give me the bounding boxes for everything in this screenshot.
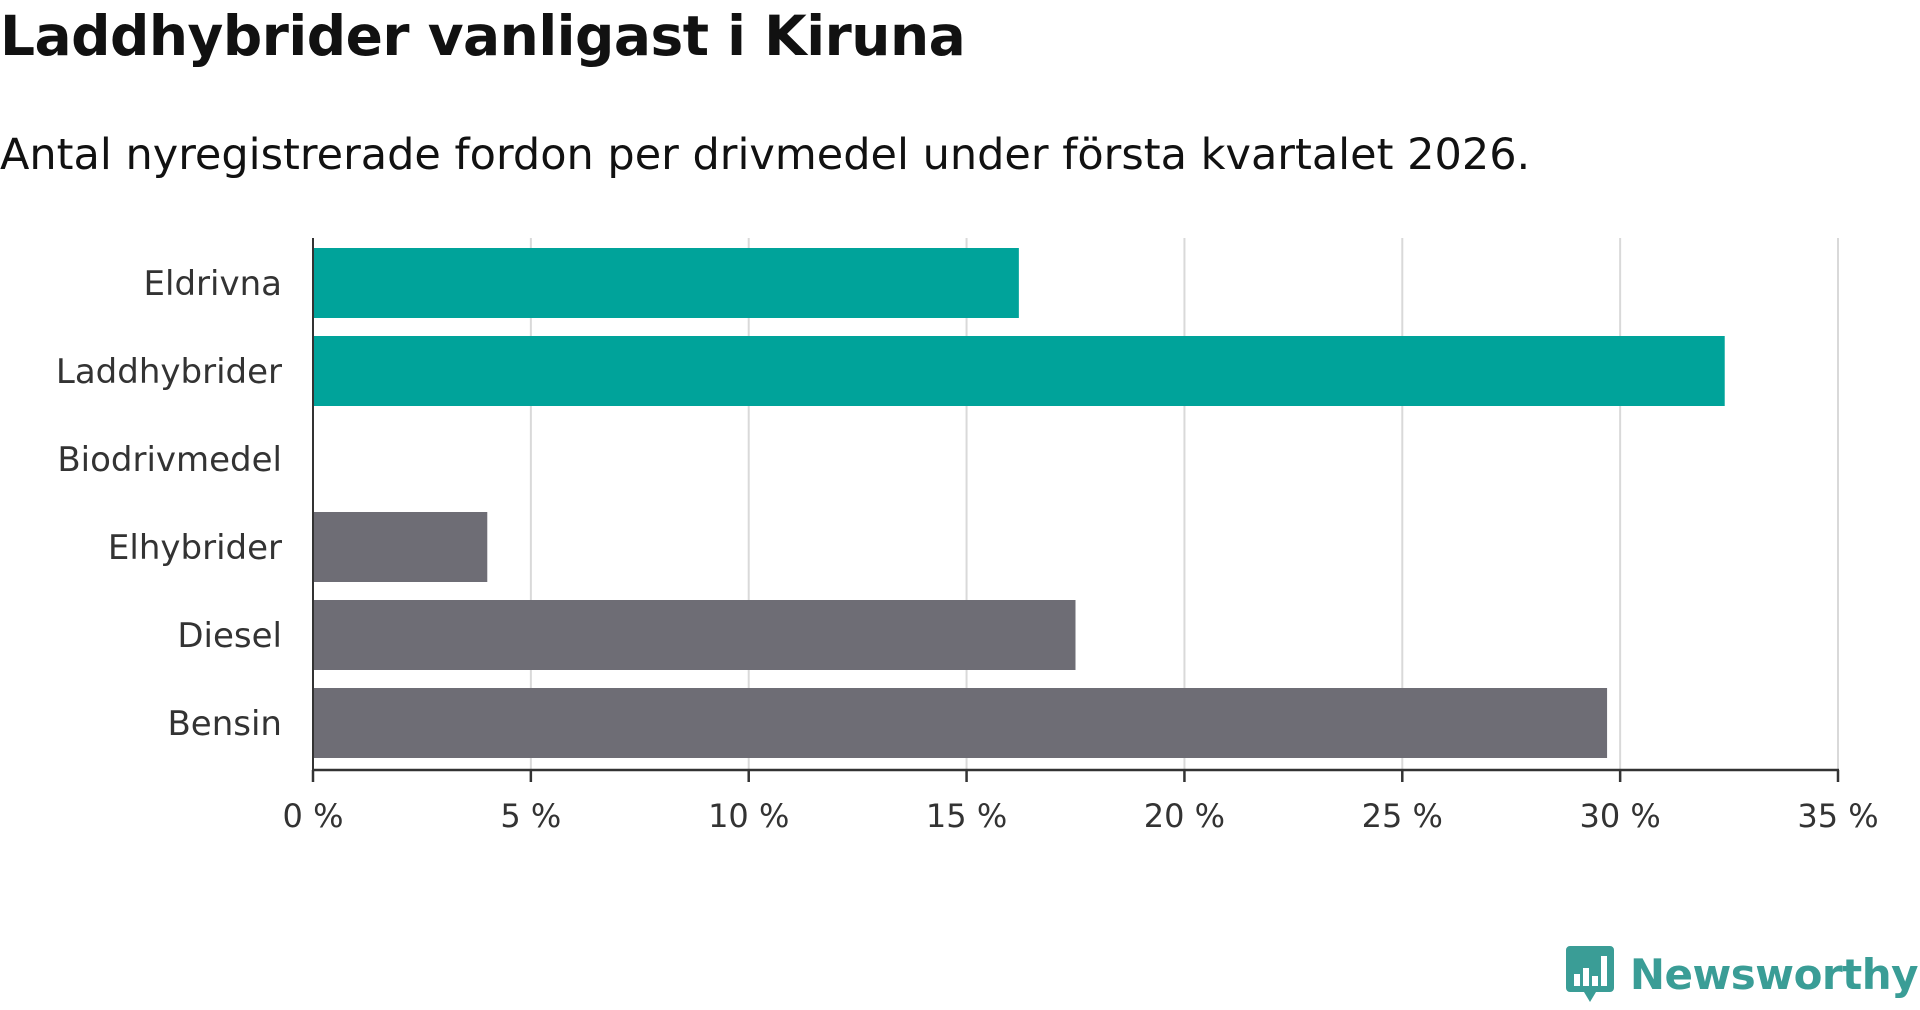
- chart-subtitle: Antal nyregistrerade fordon per drivmede…: [0, 130, 1531, 180]
- bar-chart: Eldrivna Laddhybrider Biodrivmedel Elhybrid…: [56, 238, 1879, 835]
- bar-bensin: [313, 688, 1608, 758]
- bar-diesel: [313, 600, 1076, 670]
- bar-laddhybrider: [313, 336, 1725, 406]
- brand-name: Newsworthy: [1629, 949, 1919, 999]
- chart-title: Laddhybrider vanligast i Kiruna: [0, 4, 966, 68]
- x-tick-label: 25 %: [1362, 797, 1443, 835]
- bar-elhybrider: [313, 512, 488, 582]
- category-label: Diesel: [177, 616, 282, 656]
- x-tick-label: 10 %: [708, 797, 789, 835]
- category-label: Bensin: [167, 704, 282, 744]
- x-tick-label: 35 %: [1797, 797, 1878, 835]
- x-tick-label: 30 %: [1579, 797, 1660, 835]
- category-label: Biodrivmedel: [57, 440, 282, 480]
- bar-eldrivna: [313, 248, 1019, 318]
- x-tick-label: 0 %: [283, 797, 344, 835]
- x-tick-label: 15 %: [926, 797, 1007, 835]
- x-tick-label: 20 %: [1144, 797, 1225, 835]
- category-label: Eldrivna: [144, 264, 282, 304]
- bar-chart-speech-bubble-icon: [1565, 946, 1614, 1002]
- newsworthy-brand: Newsworthy: [1565, 946, 1919, 1002]
- category-label: Laddhybrider: [56, 352, 282, 392]
- category-label: Elhybrider: [108, 528, 282, 568]
- x-tick-label: 5 %: [500, 797, 561, 835]
